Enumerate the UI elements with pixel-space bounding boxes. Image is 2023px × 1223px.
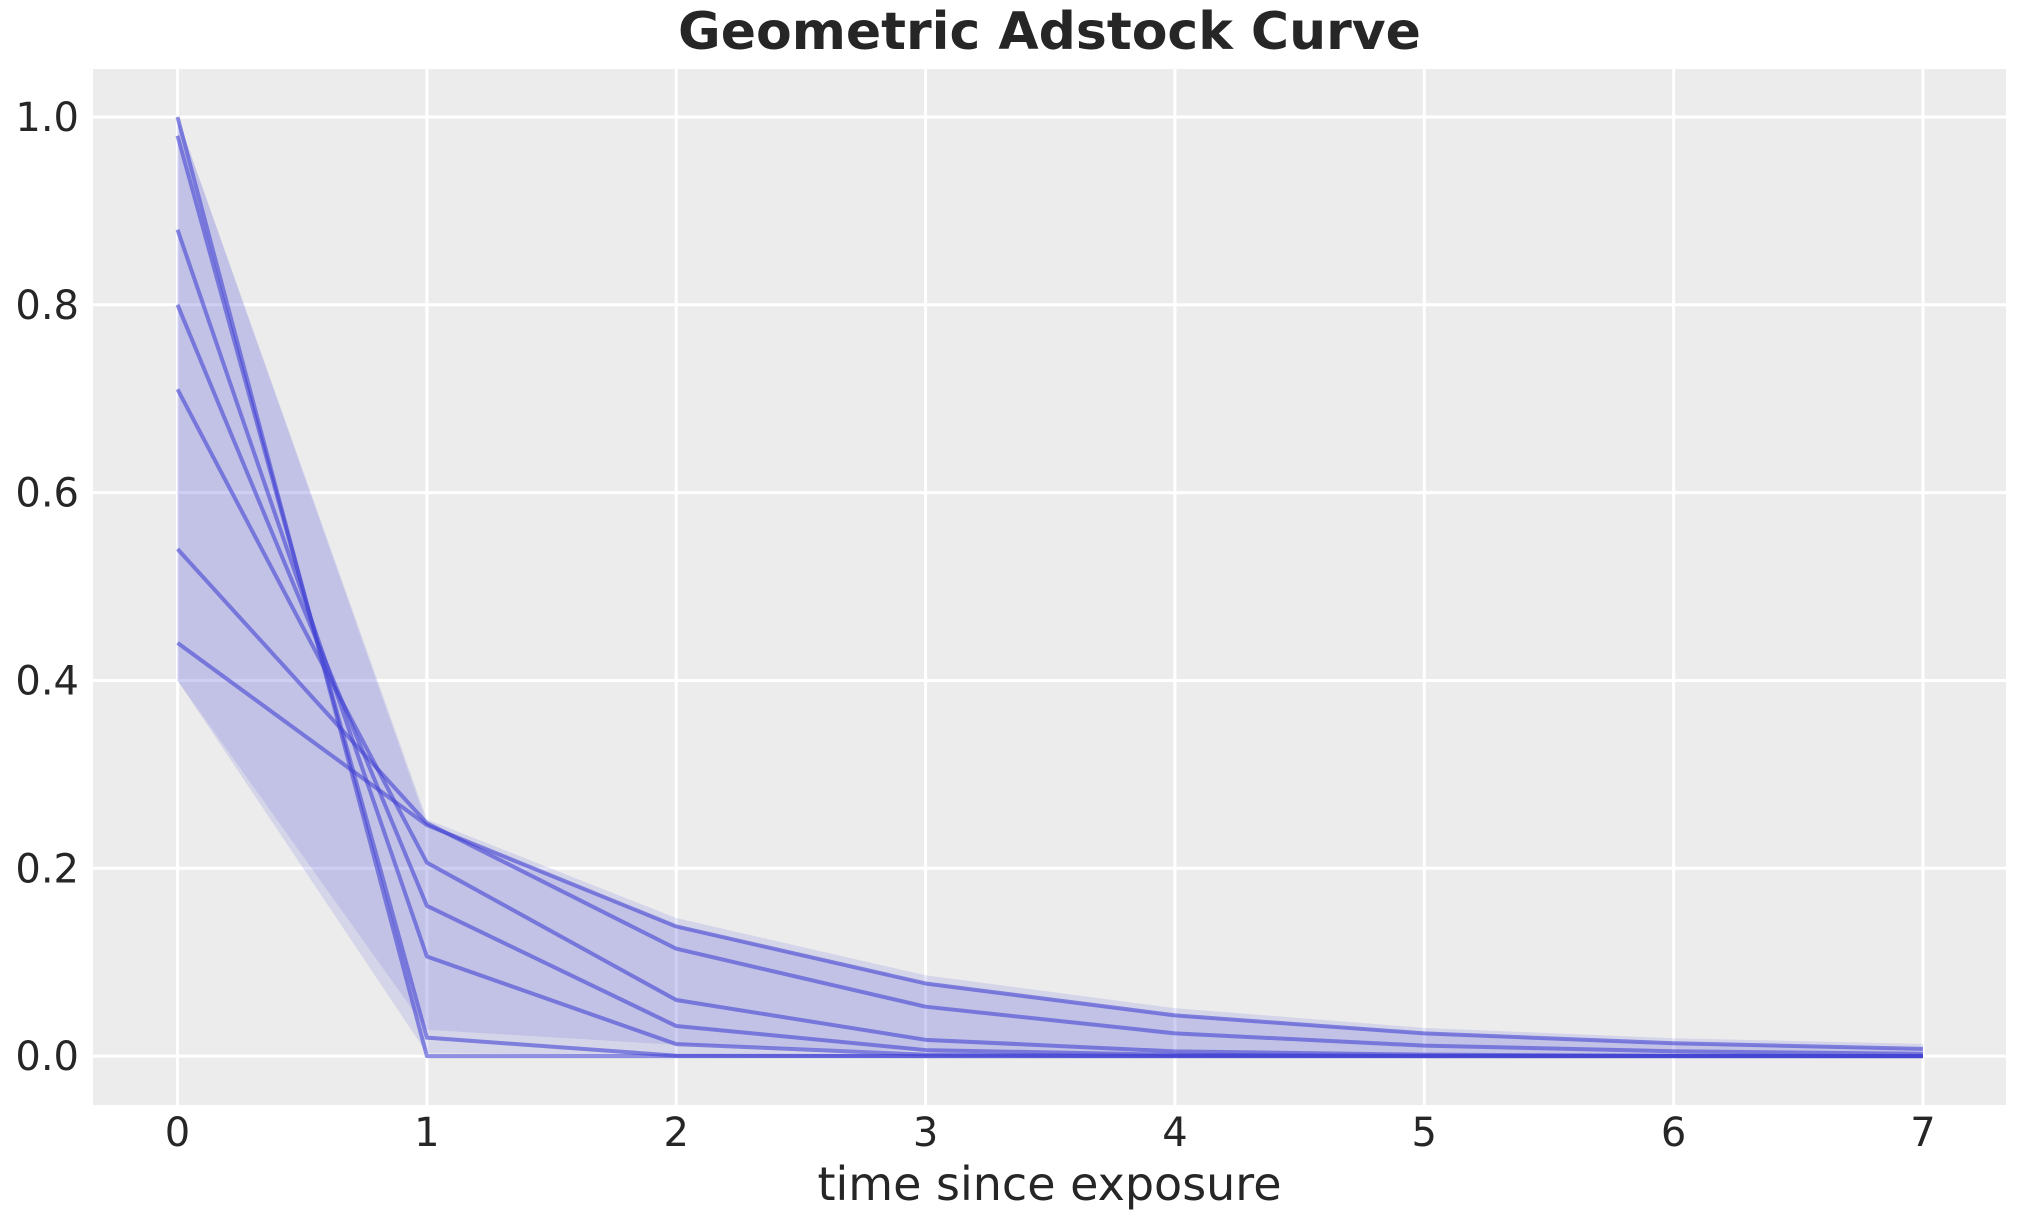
adstock-draw-7-line (176, 641, 1924, 1051)
x-tick-label: 3 (913, 1110, 938, 1156)
y-tick-label: 0.8 (15, 283, 79, 329)
x-tick-label: 4 (1162, 1110, 1187, 1156)
x-tick-label: 2 (663, 1110, 688, 1156)
x-tick-label: 7 (1910, 1110, 1935, 1156)
chart-title: Geometric Adstock Curve (678, 2, 1421, 62)
adstock-draw-5-line (175, 388, 1923, 1058)
y-tick-label: 0.2 (15, 846, 79, 892)
y-tick-label: 0.6 (15, 471, 79, 517)
x-axis-label: time since exposure (817, 1157, 1282, 1211)
x-tick-label: 6 (1661, 1110, 1686, 1156)
x-tick-label: 0 (165, 1110, 190, 1156)
y-tick-label: 0.0 (15, 1034, 79, 1080)
y-tick-label: 1.0 (15, 95, 79, 141)
y-tick-label: 0.4 (15, 658, 79, 704)
plot-background (93, 69, 2006, 1105)
x-tick-label: 1 (414, 1110, 439, 1156)
x-tick-label: 5 (1412, 1110, 1437, 1156)
